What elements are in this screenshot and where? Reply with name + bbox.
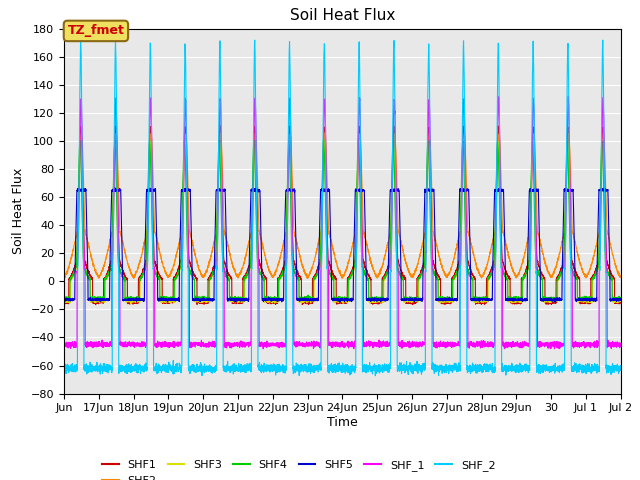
SHF3 — [495, 177, 503, 182]
SHF_1 — [550, 346, 558, 352]
SHF_1 — [495, 102, 503, 108]
SHF5 — [111, 184, 118, 190]
SHF5 — [495, 187, 503, 193]
Legend: SHF1, SHF2, SHF3, SHF4, SHF5, SHF_1, SHF_2: SHF1, SHF2, SHF3, SHF4, SHF5, SHF_1, SHF… — [97, 456, 500, 480]
SHF2 — [393, 191, 401, 196]
SHF_1 — [363, 342, 371, 348]
Line: SHF4: SHF4 — [64, 140, 621, 300]
SHF_2 — [495, 96, 503, 102]
SHF4 — [617, 295, 625, 300]
Line: SHF1: SHF1 — [64, 126, 621, 305]
SHF_1 — [537, 344, 545, 350]
SHF2 — [175, 238, 183, 244]
SHF4 — [495, 193, 503, 199]
SHF1 — [537, 269, 545, 275]
Line: SHF_1: SHF_1 — [64, 96, 621, 349]
SHF5 — [393, 186, 401, 192]
SHF_1 — [564, 94, 572, 99]
SHF4 — [175, 267, 183, 273]
SHF1 — [176, 263, 184, 268]
SHF1 — [393, 240, 401, 245]
SHF1 — [495, 144, 503, 149]
SHF5 — [617, 297, 625, 303]
SHF1 — [617, 299, 625, 305]
SHF3 — [523, 271, 531, 276]
SHF5 — [537, 297, 545, 303]
SHF_1 — [617, 343, 625, 348]
SHF2 — [495, 132, 503, 138]
SHF_2 — [175, 365, 183, 371]
SHF_1 — [60, 342, 68, 348]
SHF_2 — [60, 365, 68, 371]
Line: SHF5: SHF5 — [64, 187, 621, 302]
SHF2 — [617, 274, 625, 279]
SHF2 — [339, 276, 346, 281]
SHF_2 — [599, 37, 607, 43]
SHF2 — [364, 244, 371, 250]
SHF4 — [523, 268, 531, 274]
SHF2 — [321, 130, 329, 136]
SHF1 — [523, 264, 531, 270]
SHF3 — [127, 301, 135, 307]
SHF4 — [320, 137, 328, 143]
SHF4 — [393, 264, 401, 270]
Line: SHF2: SHF2 — [64, 133, 621, 278]
SHF3 — [537, 274, 545, 280]
SHF1 — [364, 271, 371, 277]
SHF_2 — [393, 271, 401, 276]
SHF5 — [364, 297, 371, 302]
SHF_1 — [393, 234, 401, 240]
SHF_1 — [523, 341, 531, 347]
SHF3 — [320, 137, 328, 143]
SHF5 — [60, 296, 68, 301]
Title: Soil Heat Flux: Soil Heat Flux — [290, 9, 395, 24]
SHF3 — [176, 267, 184, 273]
SHF_2 — [371, 373, 379, 379]
SHF4 — [60, 294, 68, 300]
SHF1 — [216, 123, 224, 129]
SHF1 — [60, 299, 68, 305]
Line: SHF_2: SHF_2 — [64, 40, 621, 376]
SHF_2 — [617, 366, 625, 372]
SHF3 — [617, 298, 625, 303]
SHF_2 — [523, 364, 531, 370]
SHF4 — [364, 275, 371, 281]
SHF3 — [60, 297, 68, 303]
SHF_1 — [175, 340, 183, 346]
SHF2 — [60, 274, 68, 279]
Text: TZ_fmet: TZ_fmet — [67, 24, 124, 37]
SHF1 — [92, 302, 99, 308]
SHF2 — [523, 242, 531, 248]
Line: SHF3: SHF3 — [64, 140, 621, 304]
SHF2 — [537, 242, 545, 248]
SHF_2 — [363, 363, 371, 369]
SHF_2 — [537, 363, 545, 369]
X-axis label: Time: Time — [327, 416, 358, 429]
SHF5 — [176, 264, 184, 270]
Y-axis label: Soil Heat Flux: Soil Heat Flux — [12, 168, 25, 254]
SHF5 — [523, 298, 531, 303]
SHF5 — [551, 299, 559, 305]
SHF4 — [537, 275, 545, 281]
SHF3 — [393, 261, 401, 267]
SHF4 — [269, 298, 277, 303]
SHF3 — [364, 276, 371, 281]
